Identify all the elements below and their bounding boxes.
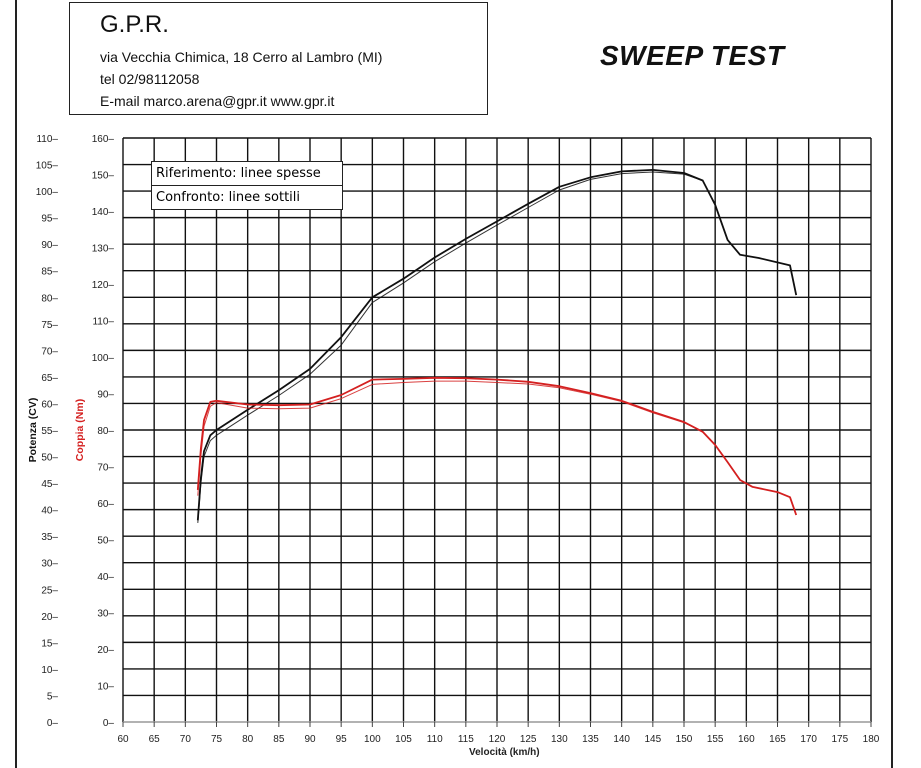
- torque-tick-label: 0–: [103, 718, 115, 729]
- torque-tick-label: 90–: [97, 390, 114, 401]
- power-tick-label: 10–: [41, 665, 58, 676]
- company-contact: E-mail marco.arena@gpr.it www.gpr.it: [100, 93, 335, 109]
- power-axis-label: Potenza (CV): [27, 398, 39, 463]
- x-tick-label: 135: [582, 734, 599, 745]
- torque-thin-curve: [197, 380, 797, 516]
- company-phone: tel 02/98112058: [100, 71, 200, 87]
- power-tick-label: 40–: [41, 506, 58, 517]
- power-tick-label: 75–: [41, 320, 58, 331]
- x-tick-label: 110: [427, 734, 443, 745]
- torque-tick-label: 160–: [92, 134, 115, 145]
- torque-tick-label: 60–: [97, 499, 114, 510]
- torque-tick-label: 10–: [97, 682, 114, 693]
- power-tick-label: 20–: [41, 612, 58, 623]
- torque-tick-label: 80–: [97, 426, 114, 437]
- torque-tick-label: 140–: [92, 207, 115, 218]
- power-tick-label: 100–: [36, 187, 59, 198]
- torque-tick-label: 20–: [97, 645, 114, 656]
- power-tick-label: 30–: [41, 559, 58, 570]
- x-tick-label: 130: [551, 734, 568, 745]
- power-tick-label: 15–: [41, 638, 58, 649]
- x-tick-label: 95: [336, 734, 348, 745]
- chart-title: SWEEP TEST: [600, 40, 785, 71]
- power-tick-label: 80–: [41, 293, 58, 304]
- power-tick-label: 65–: [41, 373, 58, 384]
- torque-tick-label: 120–: [92, 280, 115, 291]
- legend-comparison: Confronto: linee sottili: [152, 185, 342, 209]
- x-tick-label: 175: [831, 734, 848, 745]
- power-tick-label: 60–: [41, 399, 58, 410]
- x-tick-label: 170: [800, 734, 817, 745]
- page-frame-left: [15, 0, 17, 768]
- torque-axis-label: Coppia (Nm): [74, 399, 86, 461]
- company-address: via Vecchia Chimica, 18 Cerro al Lambro …: [100, 49, 383, 65]
- torque-tick-label: 30–: [97, 609, 114, 620]
- legend: Riferimento: linee spesse Confronto: lin…: [151, 161, 343, 210]
- x-tick-label: 80: [242, 734, 254, 745]
- power-tick-label: 95–: [41, 214, 58, 225]
- torque-tick-label: 70–: [97, 463, 114, 474]
- x-tick-label: 145: [644, 734, 661, 745]
- x-tick-label: 155: [707, 734, 724, 745]
- x-tick-label: 65: [149, 734, 161, 745]
- x-tick-label: 90: [304, 734, 316, 745]
- company-info-box: G.P.R. via Vecchia Chimica, 18 Cerro al …: [69, 2, 488, 115]
- torque-tick-label: 150–: [92, 171, 115, 182]
- x-tick-label: 115: [458, 734, 474, 745]
- x-tick-label: 85: [273, 734, 285, 745]
- grid: [122, 137, 872, 723]
- x-tick-label: 140: [613, 734, 630, 745]
- x-tick-label: 70: [180, 734, 192, 745]
- power-tick-label: 85–: [41, 267, 58, 278]
- x-tick-label: 165: [769, 734, 786, 745]
- power-tick-label: 5–: [47, 691, 59, 702]
- power-tick-label: 25–: [41, 585, 58, 596]
- torque-tick-label: 100–: [92, 353, 115, 364]
- power-tick-label: 70–: [41, 346, 58, 357]
- torque-tick-label: 110–: [92, 317, 114, 328]
- power-tick-label: 110–: [36, 134, 58, 145]
- power-tick-label: 50–: [41, 453, 58, 464]
- torque-tick-label: 50–: [97, 536, 114, 547]
- legend-reference: Riferimento: linee spesse: [156, 166, 321, 181]
- power-tick-label: 0–: [47, 718, 59, 729]
- x-tick-label: 160: [738, 734, 755, 745]
- power-tick-label: 105–: [36, 161, 59, 172]
- torque-tick-label: 40–: [97, 572, 114, 583]
- x-tick-label: 180: [863, 734, 880, 745]
- x-tick-label: 60: [117, 734, 129, 745]
- power-tick-label: 55–: [41, 426, 58, 437]
- page-frame-right: [891, 0, 893, 768]
- company-name: G.P.R.: [100, 11, 169, 38]
- x-tick-label: 105: [395, 734, 412, 745]
- power-tick-label: 35–: [41, 532, 58, 543]
- axis-ticks: 60 65 70 75 80 85 90 95 100 105 110 115 120 125 130 135…: [36, 134, 880, 745]
- x-tick-label: 150: [676, 734, 693, 745]
- power-thin-curve: [197, 171, 797, 523]
- x-tick-label: 120: [489, 734, 506, 745]
- curves: [196, 168, 798, 523]
- x-tick-label: 75: [211, 734, 223, 745]
- x-tick-label: 100: [364, 734, 381, 745]
- power-tick-label: 90–: [41, 240, 58, 251]
- power-tick-label: 45–: [41, 479, 58, 490]
- x-axis-label: Velocità (km/h): [469, 747, 540, 758]
- x-tick-label: 125: [520, 734, 537, 745]
- torque-tick-label: 130–: [92, 244, 115, 255]
